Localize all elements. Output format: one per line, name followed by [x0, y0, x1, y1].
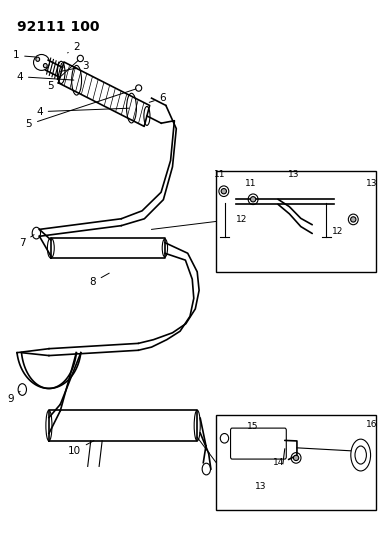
Text: 5: 5 [47, 60, 78, 91]
Text: 5: 5 [25, 89, 136, 130]
Ellipse shape [36, 57, 39, 61]
Text: 7: 7 [19, 235, 34, 248]
Text: 13: 13 [288, 169, 300, 179]
Text: 6: 6 [149, 93, 166, 103]
Text: 4: 4 [16, 71, 74, 82]
Text: 11: 11 [214, 169, 226, 179]
Text: 2: 2 [67, 42, 80, 53]
Ellipse shape [293, 455, 299, 461]
Text: 13: 13 [366, 179, 377, 188]
Text: 12: 12 [236, 215, 248, 224]
Text: 14: 14 [273, 458, 285, 467]
Ellipse shape [350, 217, 356, 222]
Text: 16: 16 [367, 420, 378, 429]
Text: 11: 11 [246, 179, 257, 188]
Ellipse shape [43, 63, 47, 68]
Bar [216, 415, 376, 511]
Text: 92111 100: 92111 100 [16, 20, 99, 34]
Text: 8: 8 [89, 273, 109, 287]
Bar [216, 171, 376, 272]
FancyBboxPatch shape [231, 428, 286, 459]
Text: 12: 12 [332, 227, 344, 236]
Text: 13: 13 [255, 482, 267, 491]
Text: 9: 9 [8, 391, 20, 404]
Text: 15: 15 [247, 422, 258, 431]
Text: 1: 1 [13, 51, 35, 60]
Text: 4: 4 [36, 107, 129, 117]
Text: 3: 3 [61, 61, 89, 71]
Ellipse shape [250, 197, 256, 202]
Ellipse shape [221, 189, 226, 194]
Text: 10: 10 [68, 441, 94, 456]
